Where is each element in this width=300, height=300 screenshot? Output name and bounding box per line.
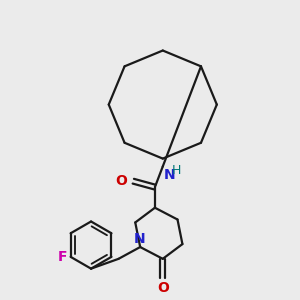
Text: O: O bbox=[116, 174, 128, 188]
Text: N: N bbox=[134, 232, 145, 246]
Text: N: N bbox=[164, 168, 176, 182]
Text: F: F bbox=[58, 250, 68, 264]
Text: H: H bbox=[172, 164, 181, 176]
Text: O: O bbox=[157, 281, 169, 296]
